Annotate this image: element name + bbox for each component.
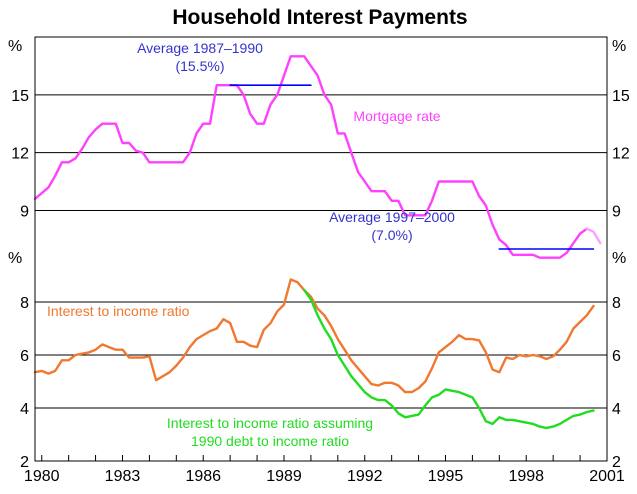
annotation-label: (7.0%): [371, 227, 412, 243]
annotation-label: Interest to income ratio assuming: [167, 415, 373, 431]
y-tick-left: 15: [11, 88, 29, 105]
series-line-1-2: [585, 227, 602, 245]
y-tick-right: 8: [612, 295, 621, 312]
annotation-label: Average 1987–1990: [137, 40, 263, 56]
series-line-2-1: [33, 278, 595, 394]
y-tick-left: 9: [20, 203, 29, 220]
y-tick-right: 12: [612, 146, 630, 163]
unit-label-right: %: [612, 250, 626, 267]
annotation-label: 1990 debt to income ratio: [191, 433, 349, 449]
x-tick-label: 1992: [347, 468, 383, 485]
panel-1: 15 15 12 12 9 9% % Average 1987–1990 (15.5%) Mort…: [8, 38, 630, 259]
x-tick-label: 2001: [589, 468, 625, 485]
y-tick-left: 6: [20, 348, 29, 365]
y-tick-right: 2: [612, 454, 621, 471]
x-tick-label: 1998: [508, 468, 544, 485]
x-tick-label: 1980: [24, 468, 60, 485]
y-tick-left: 2: [20, 454, 29, 471]
y-tick-right: 15: [612, 88, 630, 105]
chart-title: Household Interest Payments: [172, 6, 467, 29]
unit-label-right: %: [612, 38, 626, 55]
panel-2: 8 8 6 6 4 4 2 2% % Interest to income ratio Intere…: [8, 250, 626, 471]
series-line-2-2: [303, 288, 595, 430]
annotation-label: (15.5%): [175, 58, 224, 74]
y-tick-left: 8: [20, 295, 29, 312]
x-tick-label: 1986: [185, 468, 221, 485]
unit-label-left: %: [8, 38, 22, 55]
plot-frame: [34, 36, 608, 462]
series-line-1-1: [33, 55, 588, 259]
y-tick-left: 4: [20, 401, 29, 418]
y-tick-right: 9: [612, 203, 621, 220]
x-tick-label: 1989: [266, 468, 302, 485]
unit-label-left: %: [8, 250, 22, 267]
x-tick-label: 1995: [428, 468, 464, 485]
y-tick-right: 6: [612, 348, 621, 365]
annotation-label: Interest to income ratio: [47, 303, 190, 319]
annotation-label: Average 1997–2000: [329, 209, 455, 225]
x-tick-label: 1983: [105, 468, 141, 485]
y-tick-left: 12: [11, 146, 29, 163]
annotation-label: Mortgage rate: [353, 108, 440, 124]
y-tick-right: 4: [612, 401, 621, 418]
